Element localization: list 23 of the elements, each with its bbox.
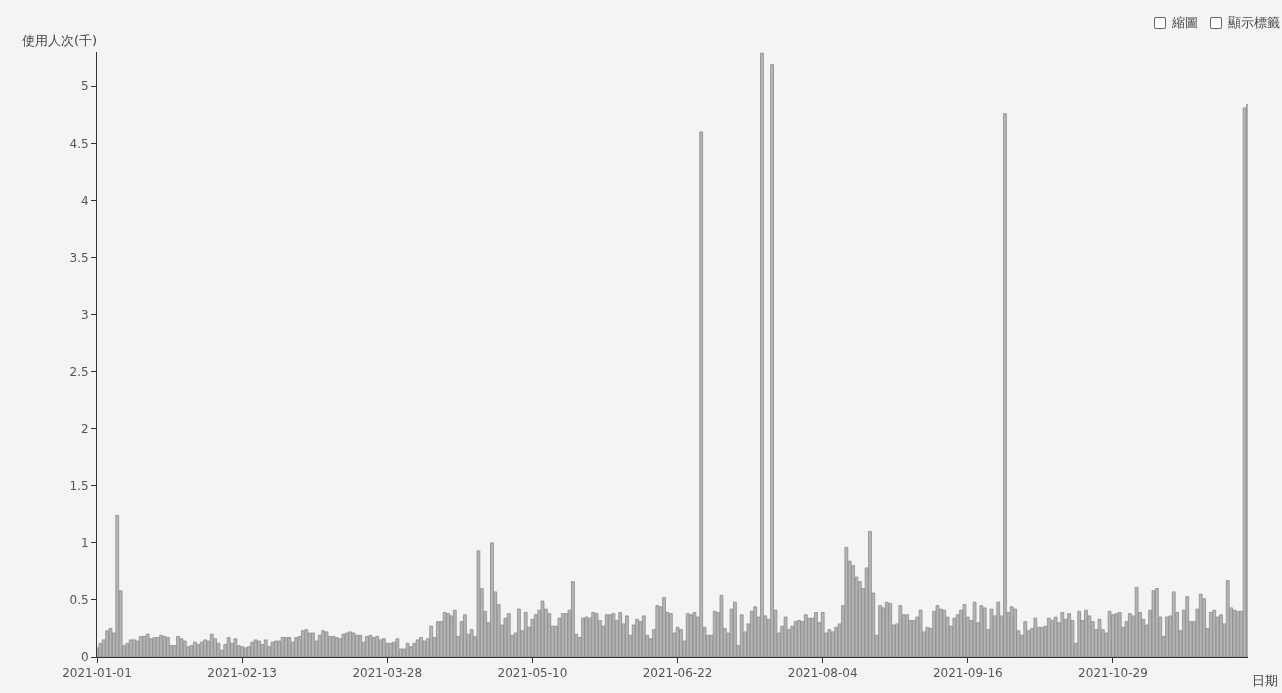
text: 縮圖 — [1172, 14, 1198, 32]
y-tick-label: 4 — [80, 193, 89, 208]
text: 顯示標籤 — [1228, 14, 1280, 32]
y-tick-label: 2.5 — [69, 364, 89, 379]
y-tick-label: 1 — [80, 536, 89, 551]
y-tick-label: 5 — [80, 79, 89, 94]
x-tick-label: 2021-09-16 — [932, 666, 1003, 681]
y-axis-title: 使用人次(千) — [22, 33, 98, 48]
x-tick-label: 2021-06-22 — [642, 666, 713, 681]
y-tick-label: 2 — [80, 421, 89, 436]
y-tick-label: 0 — [80, 650, 89, 665]
x-tick-label: 2021-01-01 — [62, 666, 132, 681]
x-tick-label: 2021-08-04 — [787, 666, 858, 681]
x-tick-label: 2021-05-10 — [497, 666, 568, 681]
x-tick-label: 2021-10-29 — [1078, 666, 1148, 681]
y-tick-label: 0.5 — [69, 593, 89, 608]
x-tick-label: 2021-03-28 — [352, 666, 423, 681]
y-tick-label: 1.5 — [69, 478, 89, 493]
y-tick-label: 4.5 — [69, 136, 89, 151]
y-tick-label: 3.5 — [69, 250, 89, 265]
y-tick-label: 3 — [80, 307, 89, 322]
x-axis-title: 日期 — [1252, 673, 1278, 688]
x-tick-label: 2021-02-13 — [207, 666, 278, 681]
